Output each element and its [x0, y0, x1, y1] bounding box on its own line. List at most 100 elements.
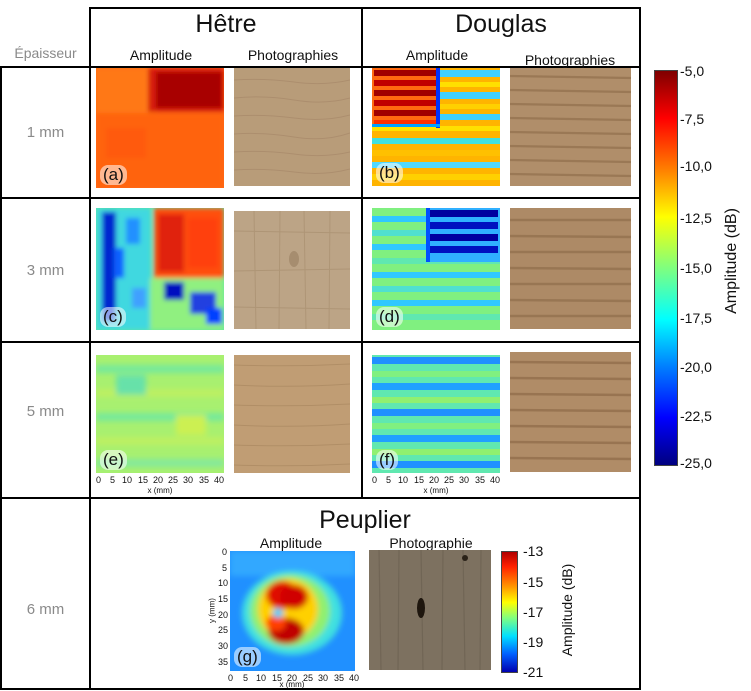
thickness-header: Épaisseur: [14, 45, 77, 61]
x-tick: 15: [414, 475, 425, 485]
x-tick: 0: [372, 475, 378, 485]
x-tick: 35: [334, 673, 345, 683]
y-tick: 30: [218, 641, 229, 651]
amplitude-map-a: (a): [96, 68, 224, 188]
x-tick: 35: [475, 475, 486, 485]
x-tick: 10: [122, 475, 133, 485]
colorbar-tick: -20,0: [680, 359, 712, 375]
x-tick: 15: [138, 475, 149, 485]
photo-hetre-3mm: [234, 211, 350, 329]
grid-row1-bottom-line: [0, 197, 641, 199]
x-axis-label: x (mm): [423, 486, 449, 495]
colorbar-peuplier-title: Amplitude (dB): [559, 563, 575, 657]
x-axis-label: x (mm): [147, 486, 173, 495]
thickness-row3: 5 mm: [26, 403, 65, 420]
y-tick: 35: [218, 657, 229, 667]
grid-col2-line: [361, 7, 363, 499]
colorbar-peuplier-tick: -15: [523, 574, 544, 590]
panel-label-f: (f): [376, 450, 399, 470]
douglas-photos-header: Photographies: [524, 52, 616, 68]
x-tick: 5: [110, 475, 116, 485]
x-tick: 25: [303, 673, 314, 683]
colorbar-tick: -12,5: [680, 210, 712, 226]
y-axis-label: y (mm): [207, 598, 217, 623]
x-tick: 10: [256, 673, 267, 683]
panel-label-b: (b): [376, 163, 403, 183]
colorbar-tick: -10,0: [680, 158, 712, 174]
x-tick: 40: [490, 475, 501, 485]
x-tick: 15: [272, 673, 283, 683]
x-tick: 20: [429, 475, 440, 485]
x-tick: 5: [243, 673, 249, 683]
y-tick: 20: [218, 610, 229, 620]
panel-label-g: (g): [234, 647, 261, 667]
x-tick: 5: [386, 475, 392, 485]
colorbar-peuplier: [501, 551, 518, 673]
colorbar-title: Amplitude (dB): [723, 208, 740, 314]
peuplier-title: Peuplier: [319, 506, 411, 534]
amplitude-map-c: (c): [96, 208, 224, 330]
colorbar-tick: -7,5: [680, 111, 705, 127]
panel-label-d: (d): [376, 307, 403, 327]
y-tick: 0: [222, 547, 228, 557]
colorbar-peuplier-tick: -13: [523, 543, 544, 559]
x-tick: 30: [459, 475, 470, 485]
x-tick: 20: [153, 475, 164, 485]
y-tick: 25: [218, 625, 229, 635]
grid-row3-bottom-line: [0, 497, 641, 499]
colorbar-tick: -15,0: [680, 260, 712, 276]
column-title-douglas: Douglas: [455, 10, 547, 38]
y-tick: 5: [222, 563, 228, 573]
colorbar-peuplier-tick: -21: [523, 664, 544, 680]
panel-label-c: (c): [100, 307, 126, 327]
hetre-amplitude-header: Amplitude: [129, 47, 193, 63]
grid-col1-line: [89, 7, 91, 690]
thickness-row1: 1 mm: [26, 124, 65, 141]
amplitude-map-g: (g): [230, 551, 355, 671]
colorbar-peuplier-tick: -19: [523, 634, 544, 650]
x-tick: 40: [349, 673, 360, 683]
peuplier-amplitude-header: Amplitude: [259, 535, 323, 551]
photo-douglas-5mm: [510, 352, 631, 472]
photo-douglas-1mm: [510, 68, 631, 186]
colorbar-tick: -5,0: [680, 63, 705, 79]
grid-bottom-line: [0, 688, 641, 690]
x-tick: 0: [96, 475, 102, 485]
x-tick: 35: [199, 475, 210, 485]
panel-label-a: (a): [100, 165, 127, 185]
x-tick: 30: [318, 673, 329, 683]
y-tick: 15: [218, 594, 229, 604]
amplitude-map-b: (b): [372, 68, 500, 186]
amplitude-map-d: (d): [372, 208, 500, 330]
y-tick: 10: [218, 578, 229, 588]
column-title-hetre: Hêtre: [195, 10, 257, 38]
colorbar-peuplier-tick: -17: [523, 604, 544, 620]
photo-hetre-5mm: [234, 355, 350, 473]
x-tick: 10: [398, 475, 409, 485]
thickness-row4: 6 mm: [26, 601, 65, 618]
colorbar-tick: -25,0: [680, 455, 712, 471]
amplitude-map-e: (e): [96, 355, 224, 473]
grid-right-line: [639, 7, 641, 690]
grid-row2-bottom-line: [0, 341, 641, 343]
x-axis-label: x (mm): [279, 680, 305, 689]
colorbar-main: [654, 70, 678, 466]
x-tick: 20: [287, 673, 298, 683]
photo-douglas-3mm: [510, 208, 631, 329]
peuplier-photo-header: Photographie: [389, 535, 473, 551]
x-tick: 25: [168, 475, 179, 485]
colorbar-tick: -22,5: [680, 408, 712, 424]
x-tick: 0: [228, 673, 234, 683]
x-tick: 30: [183, 475, 194, 485]
panel-label-e: (e): [100, 450, 127, 470]
colorbar-tick: -17,5: [680, 310, 712, 326]
x-tick: 25: [444, 475, 455, 485]
douglas-amplitude-header: Amplitude: [405, 47, 469, 63]
thickness-row2: 3 mm: [26, 262, 65, 279]
photo-peuplier-6mm: [369, 550, 491, 670]
grid-top-line: [89, 7, 640, 9]
photo-hetre-1mm: [234, 68, 350, 186]
amplitude-map-f: (f): [372, 355, 500, 473]
grid-header-bottom-line: [0, 66, 641, 68]
hetre-photos-header: Photographies: [247, 47, 339, 63]
